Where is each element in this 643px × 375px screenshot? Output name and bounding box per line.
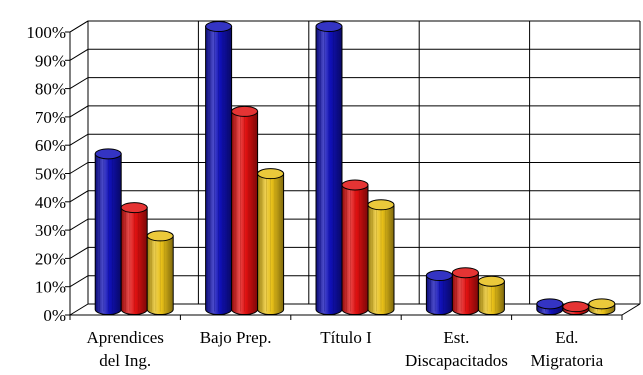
bar bbox=[536, 298, 564, 315]
y-tick-label: 50% bbox=[35, 165, 66, 184]
floor-right-edge bbox=[621, 303, 641, 316]
y-tick-label: 70% bbox=[35, 108, 66, 127]
bar bbox=[94, 148, 122, 315]
y-axis-top-edge bbox=[69, 20, 89, 33]
y-tick-label: 40% bbox=[35, 193, 66, 212]
bar-top bbox=[257, 168, 285, 180]
bar-top bbox=[205, 21, 233, 32]
gridline bbox=[69, 48, 640, 61]
x-category-labels: Aprendices del Ing. Bajo Prep. Título I Est.… bbox=[86, 328, 603, 370]
bar-top bbox=[562, 301, 590, 313]
bar-top bbox=[146, 230, 174, 242]
bar-top bbox=[231, 105, 259, 117]
bar-top bbox=[315, 21, 343, 32]
bar bbox=[341, 179, 369, 315]
x-category-label: Título I bbox=[320, 328, 372, 347]
gridline bbox=[69, 105, 640, 118]
bar-top bbox=[367, 199, 395, 211]
y-tick-label: 60% bbox=[35, 136, 66, 155]
x-category-label: Aprendices bbox=[86, 328, 163, 347]
y-tick-label: 90% bbox=[35, 51, 66, 70]
bar-top bbox=[588, 298, 616, 310]
bar bbox=[205, 21, 233, 315]
x-category-label: Discapacitados bbox=[405, 351, 508, 370]
bar bbox=[120, 202, 148, 315]
bar-top bbox=[451, 267, 479, 279]
x-category-label: Bajo Prep. bbox=[200, 328, 272, 347]
x-category-label: Ed. bbox=[555, 328, 578, 347]
bar bbox=[425, 270, 453, 315]
y-tick-label: 0% bbox=[43, 306, 66, 325]
y-tick-label: 100% bbox=[26, 23, 66, 42]
x-category-label: Migratoria bbox=[530, 351, 603, 370]
x-category-label: del Ing. bbox=[99, 351, 151, 370]
x-category-label: Est. bbox=[443, 328, 469, 347]
bar-top bbox=[341, 179, 369, 191]
bar-top bbox=[94, 148, 122, 160]
y-tick-label: 30% bbox=[35, 221, 66, 240]
bar bbox=[367, 199, 395, 315]
bar bbox=[315, 21, 343, 315]
y-tick-label: 10% bbox=[35, 278, 66, 297]
gridline bbox=[69, 162, 640, 174]
gridline bbox=[69, 20, 640, 33]
bar-top bbox=[536, 298, 564, 310]
bar bbox=[588, 298, 616, 315]
bar bbox=[231, 105, 259, 315]
bar-top bbox=[425, 270, 453, 282]
bar-top bbox=[120, 202, 148, 214]
y-tick-label: 80% bbox=[35, 80, 66, 99]
bars bbox=[94, 21, 616, 315]
bar bbox=[451, 267, 479, 315]
y-tick-label: 20% bbox=[35, 249, 66, 268]
bar bbox=[477, 275, 505, 315]
bar bbox=[257, 168, 285, 315]
y-tick-labels: 0% 10% 20% 30% 40% 50% 60% 70% 80% 90% 100% bbox=[26, 23, 66, 325]
bar bbox=[562, 301, 590, 315]
gridline bbox=[69, 77, 640, 90]
bar bbox=[146, 230, 174, 315]
gridline bbox=[69, 133, 640, 146]
bar-top bbox=[477, 275, 505, 287]
